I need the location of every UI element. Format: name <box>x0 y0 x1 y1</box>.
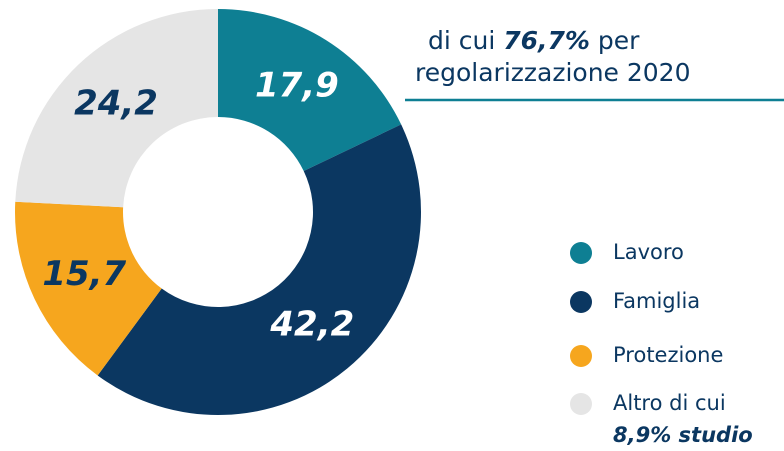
legend-label: Protezione <box>613 343 723 367</box>
value-label: 24,2 <box>74 83 158 123</box>
donut-segment <box>218 9 402 172</box>
legend-swatch <box>570 393 592 415</box>
legend-swatch <box>570 242 592 264</box>
donut-segment <box>15 9 219 208</box>
legend-label: Famiglia <box>613 289 700 313</box>
legend-label: Altro di cui <box>613 391 726 415</box>
annotation: di cui 76,7% per <box>428 26 640 55</box>
legend-swatch <box>570 291 592 313</box>
annotation-pre: di cui <box>428 26 503 55</box>
legend-note: 8,9% studio <box>613 423 753 447</box>
annotation-post: per <box>590 26 640 55</box>
legend-swatch <box>570 345 592 367</box>
annotation-line2: regolarizzazione 2020 <box>415 58 691 87</box>
annotation-bold: 76,7% <box>503 26 590 55</box>
donut-segment <box>15 201 162 376</box>
value-label: 17,9 <box>255 65 339 105</box>
value-label: 15,7 <box>42 254 126 294</box>
donut-segment <box>97 124 421 415</box>
value-label: 42,2 <box>269 305 354 345</box>
legend-label: Lavoro <box>613 240 684 264</box>
